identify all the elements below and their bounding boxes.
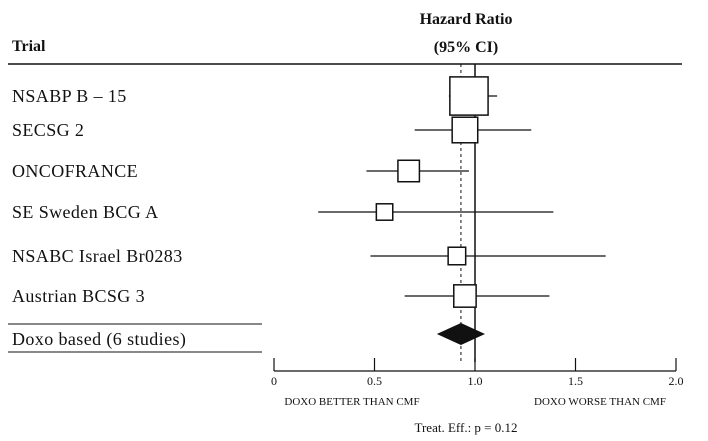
study-label: ONCOFRANCE xyxy=(12,161,138,181)
point-estimate-box xyxy=(451,116,479,144)
trial-column-header: Trial xyxy=(12,38,46,55)
study-row: NSABC Israel Br0283 xyxy=(12,246,606,266)
study-rows: NSABP B – 15 SECSG 2 ONCOFRANCE SE Sweden B… xyxy=(12,76,606,308)
study-row: SECSG 2 xyxy=(12,116,532,144)
x-tick-label: 2.0 xyxy=(669,374,684,388)
x-tick-label: 1.5 xyxy=(568,374,583,388)
study-row: SE Sweden BCG A xyxy=(12,202,554,222)
treatment-effect-p: Treat. Eff.: p = 0.12 xyxy=(414,420,517,435)
study-label: NSABC Israel Br0283 xyxy=(12,246,183,266)
study-label: SE Sweden BCG A xyxy=(12,202,159,222)
study-row: NSABP B – 15 xyxy=(12,76,498,116)
doxo-worse-label: DOXO WORSE THAN CMF xyxy=(534,396,666,408)
pooled-row: Doxo based (6 studies) xyxy=(8,323,486,353)
x-tick-label: 1.0 xyxy=(468,374,483,388)
point-estimate-box xyxy=(397,159,421,183)
x-tick-label: 0.5 xyxy=(367,374,382,388)
point-estimate-box xyxy=(449,76,489,116)
study-row: Austrian BCSG 3 xyxy=(12,284,550,308)
study-label: NSABP B – 15 xyxy=(12,86,127,106)
x-tick-label: 0 xyxy=(271,374,277,388)
point-estimate-box xyxy=(453,284,477,308)
study-label: Austrian BCSG 3 xyxy=(12,286,145,306)
pooled-diamond xyxy=(436,323,486,345)
study-label: SECSG 2 xyxy=(12,120,84,140)
ci-header: (95% CI) xyxy=(434,39,498,56)
pooled-label: Doxo based (6 studies) xyxy=(12,329,186,350)
study-row: ONCOFRANCE xyxy=(12,159,469,183)
x-axis: 0 0.5 1.0 1.5 2.0 xyxy=(271,358,684,388)
point-estimate-box xyxy=(447,246,467,266)
hazard-ratio-header: Hazard Ratio xyxy=(420,11,513,28)
doxo-better-label: DOXO BETTER THAN CMF xyxy=(284,396,419,408)
point-estimate-box xyxy=(375,203,394,221)
